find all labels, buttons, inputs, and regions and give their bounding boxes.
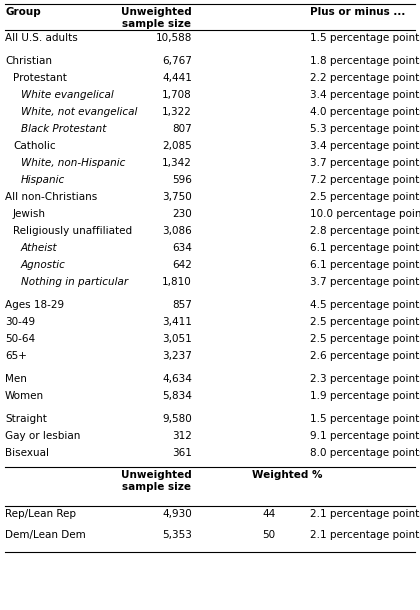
Text: 2.5 percentage points: 2.5 percentage points xyxy=(310,317,420,327)
Text: 9,580: 9,580 xyxy=(162,414,192,424)
Text: Catholic: Catholic xyxy=(13,141,55,151)
Text: Agnostic: Agnostic xyxy=(21,260,66,270)
Text: 3,750: 3,750 xyxy=(162,192,192,202)
Text: 6,767: 6,767 xyxy=(162,56,192,66)
Text: 3.7 percentage points: 3.7 percentage points xyxy=(310,158,420,168)
Text: Nothing in particular: Nothing in particular xyxy=(21,277,128,287)
Text: 2,085: 2,085 xyxy=(162,141,192,151)
Text: 634: 634 xyxy=(172,243,192,253)
Text: Gay or lesbian: Gay or lesbian xyxy=(5,431,80,441)
Text: Rep/Lean Rep: Rep/Lean Rep xyxy=(5,509,76,519)
Text: 3,051: 3,051 xyxy=(162,334,192,344)
Text: White evangelical: White evangelical xyxy=(21,90,114,100)
Text: 2.3 percentage points: 2.3 percentage points xyxy=(310,374,420,384)
Text: Protestant: Protestant xyxy=(13,73,67,83)
Text: 3.7 percentage points: 3.7 percentage points xyxy=(310,277,420,287)
Text: 2.1 percentage points: 2.1 percentage points xyxy=(310,509,420,519)
Text: 3,237: 3,237 xyxy=(162,351,192,361)
Text: Black Protestant: Black Protestant xyxy=(21,124,106,134)
Text: 44: 44 xyxy=(262,509,275,519)
Text: 6.1 percentage points: 6.1 percentage points xyxy=(310,243,420,253)
Text: 2.1 percentage points: 2.1 percentage points xyxy=(310,530,420,540)
Text: 1.5 percentage points: 1.5 percentage points xyxy=(310,414,420,424)
Text: All non-Christians: All non-Christians xyxy=(5,192,97,202)
Text: 596: 596 xyxy=(172,175,192,185)
Text: 5.3 percentage points: 5.3 percentage points xyxy=(310,124,420,134)
Text: White, not evangelical: White, not evangelical xyxy=(21,107,137,117)
Text: Straight: Straight xyxy=(5,414,47,424)
Text: 1,322: 1,322 xyxy=(162,107,192,117)
Text: 4,441: 4,441 xyxy=(162,73,192,83)
Text: 50: 50 xyxy=(262,530,275,540)
Text: 3.4 percentage points: 3.4 percentage points xyxy=(310,141,420,151)
Text: Plus or minus ...: Plus or minus ... xyxy=(310,7,405,17)
Text: Christian: Christian xyxy=(5,56,52,66)
Text: Group: Group xyxy=(5,7,41,17)
Text: 8.0 percentage points: 8.0 percentage points xyxy=(310,448,420,458)
Text: Hispanic: Hispanic xyxy=(21,175,65,185)
Text: Religiously unaffiliated: Religiously unaffiliated xyxy=(13,226,132,236)
Text: Dem/Lean Dem: Dem/Lean Dem xyxy=(5,530,86,540)
Text: White, non-Hispanic: White, non-Hispanic xyxy=(21,158,126,168)
Text: 4,634: 4,634 xyxy=(162,374,192,384)
Text: 1,342: 1,342 xyxy=(162,158,192,168)
Text: 4.5 percentage points: 4.5 percentage points xyxy=(310,300,420,310)
Text: 65+: 65+ xyxy=(5,351,27,361)
Text: 7.2 percentage points: 7.2 percentage points xyxy=(310,175,420,185)
Text: 2.2 percentage points: 2.2 percentage points xyxy=(310,73,420,83)
Text: 6.1 percentage points: 6.1 percentage points xyxy=(310,260,420,270)
Text: 1.8 percentage points: 1.8 percentage points xyxy=(310,56,420,66)
Text: 4.0 percentage points: 4.0 percentage points xyxy=(310,107,420,117)
Text: All U.S. adults: All U.S. adults xyxy=(5,33,78,43)
Text: 4,930: 4,930 xyxy=(162,509,192,519)
Text: 807: 807 xyxy=(172,124,192,134)
Text: 642: 642 xyxy=(172,260,192,270)
Text: 3,086: 3,086 xyxy=(162,226,192,236)
Text: 5,834: 5,834 xyxy=(162,391,192,401)
Text: Jewish: Jewish xyxy=(13,209,46,219)
Text: 50-64: 50-64 xyxy=(5,334,35,344)
Text: Ages 18-29: Ages 18-29 xyxy=(5,300,64,310)
Text: 10,588: 10,588 xyxy=(156,33,192,43)
Text: Men: Men xyxy=(5,374,27,384)
Text: 312: 312 xyxy=(172,431,192,441)
Text: 1.5 percentage points: 1.5 percentage points xyxy=(310,33,420,43)
Text: 1,708: 1,708 xyxy=(162,90,192,100)
Text: 9.1 percentage points: 9.1 percentage points xyxy=(310,431,420,441)
Text: Women: Women xyxy=(5,391,44,401)
Text: 5,353: 5,353 xyxy=(162,530,192,540)
Text: Weighted %: Weighted % xyxy=(252,470,323,480)
Text: 1,810: 1,810 xyxy=(162,277,192,287)
Text: Unweighted
sample size: Unweighted sample size xyxy=(121,470,192,492)
Text: Unweighted
sample size: Unweighted sample size xyxy=(121,7,192,29)
Text: 2.5 percentage points: 2.5 percentage points xyxy=(310,334,420,344)
Text: 361: 361 xyxy=(172,448,192,458)
Text: 1.9 percentage points: 1.9 percentage points xyxy=(310,391,420,401)
Text: 230: 230 xyxy=(172,209,192,219)
Text: Bisexual: Bisexual xyxy=(5,448,49,458)
Text: 3.4 percentage points: 3.4 percentage points xyxy=(310,90,420,100)
Text: 2.6 percentage points: 2.6 percentage points xyxy=(310,351,420,361)
Text: 2.5 percentage points: 2.5 percentage points xyxy=(310,192,420,202)
Text: 857: 857 xyxy=(172,300,192,310)
Text: 10.0 percentage points: 10.0 percentage points xyxy=(310,209,420,219)
Text: 3,411: 3,411 xyxy=(162,317,192,327)
Text: 30-49: 30-49 xyxy=(5,317,35,327)
Text: 2.8 percentage points: 2.8 percentage points xyxy=(310,226,420,236)
Text: Atheist: Atheist xyxy=(21,243,58,253)
